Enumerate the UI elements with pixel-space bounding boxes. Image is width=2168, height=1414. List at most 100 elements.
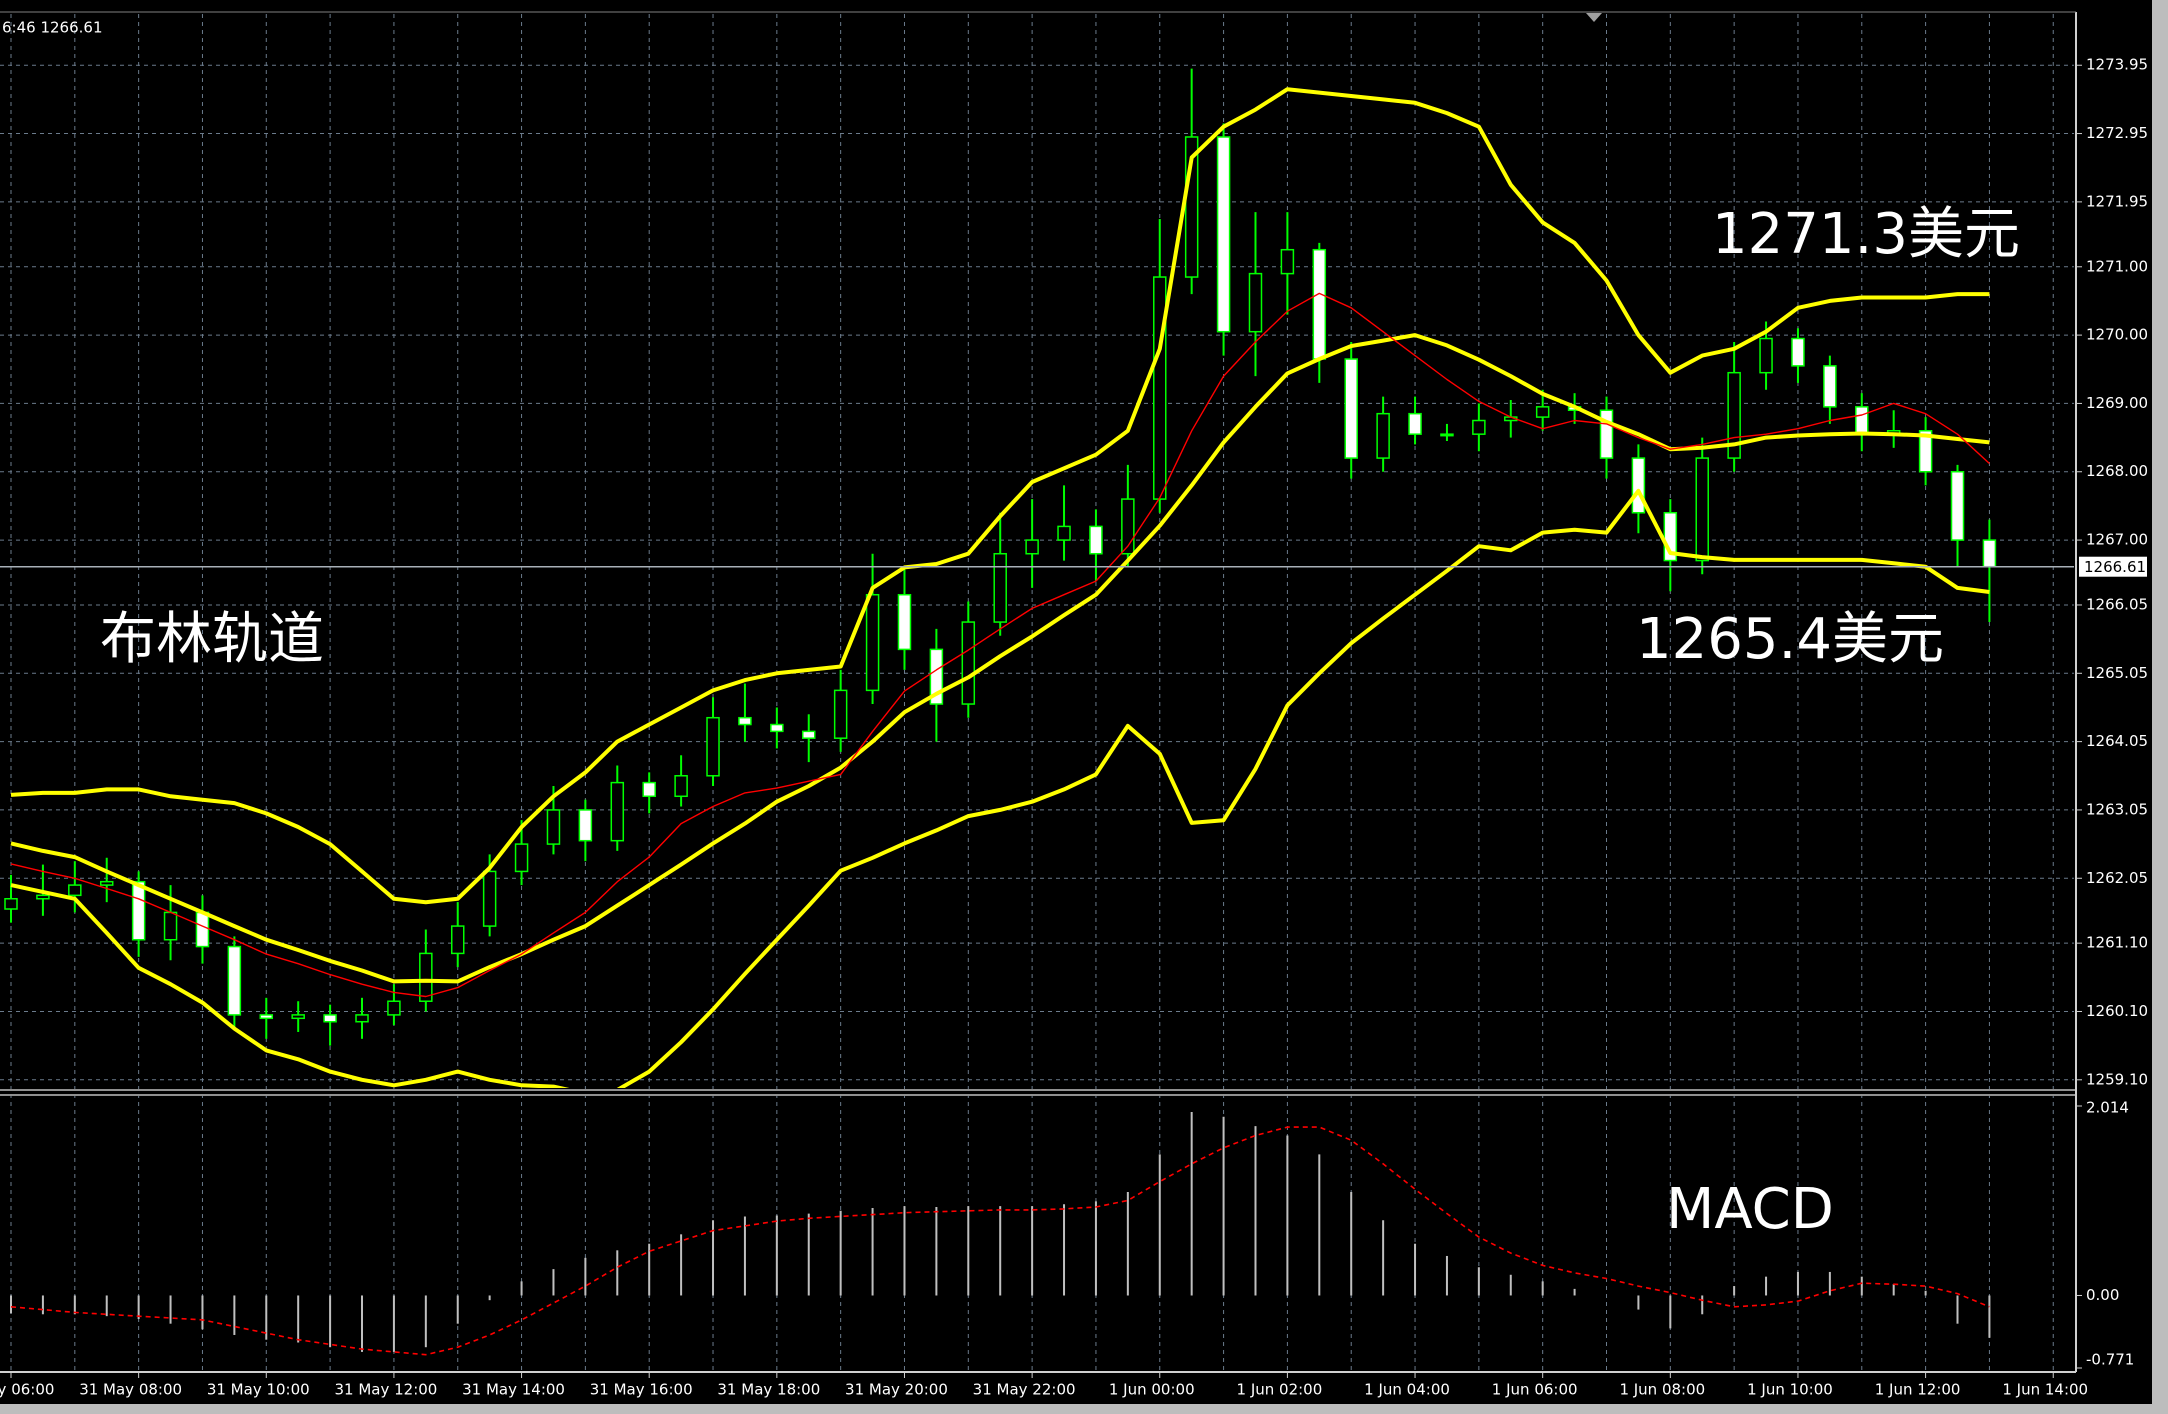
y-tick-label: 1269.00 (2086, 394, 2148, 412)
candle-body (163, 911, 178, 941)
candle-body (1759, 337, 1773, 374)
y-tick-label: 1267.00 (2086, 531, 2148, 549)
x-tick-label: 31 May 10:00 (207, 1381, 310, 1399)
candle-body (1472, 419, 1486, 435)
x-tick-label: 31 May 06:00 (0, 1381, 54, 1399)
candle-body (323, 1014, 337, 1023)
window-frame (0, 1404, 2168, 1414)
candle-body (642, 781, 656, 798)
last-price-label: 1266.61 (2084, 558, 2146, 576)
candle-body (1312, 248, 1327, 360)
candle-body (227, 945, 242, 1016)
candle-body (4, 898, 18, 910)
candle-body (865, 593, 880, 692)
y-tick-label: 1259.10 (2086, 1070, 2148, 1088)
candle-body (195, 911, 210, 948)
x-tick-label: 1 Jun 00:00 (1109, 1381, 1195, 1399)
y-tick-label: 1270.00 (2086, 326, 2148, 344)
candle-body (1695, 457, 1709, 562)
indicator-line (10, 87, 1990, 905)
indicator-line (10, 292, 1990, 998)
y-tick-label: 0.00 (2086, 1286, 2119, 1304)
candle-body (993, 552, 1007, 623)
y-tick-label: 1264.05 (2086, 732, 2148, 750)
candle-body (291, 1014, 305, 1020)
info-text: 6:46 1266.61 (2, 19, 102, 37)
candle-body (1823, 365, 1837, 408)
y-tick-label: 1263.05 (2086, 800, 2148, 818)
candle-body (738, 716, 752, 726)
candle-body (514, 843, 529, 873)
y-tick-label: 1271.95 (2086, 192, 2148, 210)
last-price-box (2079, 556, 2147, 577)
candle-body (259, 1014, 274, 1020)
candle-body (1025, 539, 1039, 555)
candle-body (1408, 412, 1422, 435)
x-tick-label: 31 May 14:00 (462, 1381, 565, 1399)
x-tick-label: 1 Jun 12:00 (1875, 1381, 1961, 1399)
annotation: MACD (1666, 1177, 1834, 1242)
candle-body (1599, 409, 1614, 459)
candle-body (674, 775, 688, 798)
x-tick-label: 1 Jun 06:00 (1492, 1381, 1578, 1399)
candle-body (1950, 470, 1965, 541)
candle-body (99, 880, 114, 886)
price-panel (0, 68, 2074, 1088)
axes: 31 May 06:00 31 May 08:00 31 May 10:00 31 M… (0, 56, 2148, 1399)
candle-body (1631, 457, 1646, 514)
candle-body (1057, 525, 1071, 541)
window-frame (2152, 0, 2168, 1414)
x-tick-label: 1 Jun 14:00 (2002, 1381, 2088, 1399)
candle-body (1344, 358, 1358, 459)
x-tick-label: 1 Jun 04:00 (1364, 1381, 1450, 1399)
candle-body (1121, 498, 1135, 555)
y-tick-label: 1262.05 (2086, 869, 2148, 887)
candle-body (770, 723, 784, 733)
candle-body (131, 880, 146, 941)
candle-body (1216, 136, 1231, 333)
candle-body (1918, 430, 1933, 473)
candle-body (419, 952, 433, 1002)
y-tick-label: 1265.05 (2086, 664, 2148, 682)
y-tick-label: 1268.00 (2086, 462, 2148, 480)
candle-body (1153, 276, 1167, 500)
y-tick-label: 2.014 (2086, 1099, 2129, 1117)
x-tick-label: 1 Jun 02:00 (1237, 1381, 1323, 1399)
candle-body (1089, 525, 1103, 555)
x-tick-label: 1 Jun 10:00 (1747, 1381, 1833, 1399)
x-tick-label: 31 May 16:00 (590, 1381, 693, 1399)
indicator-line (10, 333, 1990, 984)
candle-body (897, 593, 912, 651)
x-tick-label: 31 May 18:00 (717, 1381, 820, 1399)
candle-body (1376, 412, 1390, 459)
x-tick-label: 31 May 20:00 (845, 1381, 948, 1399)
indicator-line (10, 1126, 1990, 1356)
candle-body (482, 870, 497, 927)
candle-body (578, 809, 593, 842)
x-tick-label: 31 May 12:00 (334, 1381, 437, 1399)
candle-body (450, 925, 465, 955)
x-tick-label: 1 Jun 08:00 (1619, 1381, 1705, 1399)
x-tick-label: 31 May 08:00 (79, 1381, 182, 1399)
candle-body (1791, 337, 1805, 367)
candle-body (68, 884, 82, 897)
indicator-line (10, 488, 1990, 1088)
x-tick-label: 31 May 22:00 (973, 1381, 1076, 1399)
candle-body (1535, 406, 1550, 418)
y-tick-label: 1261.10 (2086, 934, 2148, 952)
candle-body (1280, 248, 1295, 275)
candle-body (36, 894, 50, 900)
y-tick-label: 1271.00 (2086, 257, 2148, 275)
candle-body (1982, 539, 1997, 568)
candle-body (1855, 406, 1869, 435)
candle-body (546, 809, 561, 845)
annotation: 布林轨道 (100, 607, 324, 672)
candle-body (355, 1014, 369, 1023)
y-tick-label: 1273.95 (2086, 56, 2148, 74)
y-tick-label: 1266.05 (2086, 595, 2148, 613)
y-tick-label: -0.771 (2086, 1351, 2134, 1369)
candle-body (387, 1000, 401, 1016)
